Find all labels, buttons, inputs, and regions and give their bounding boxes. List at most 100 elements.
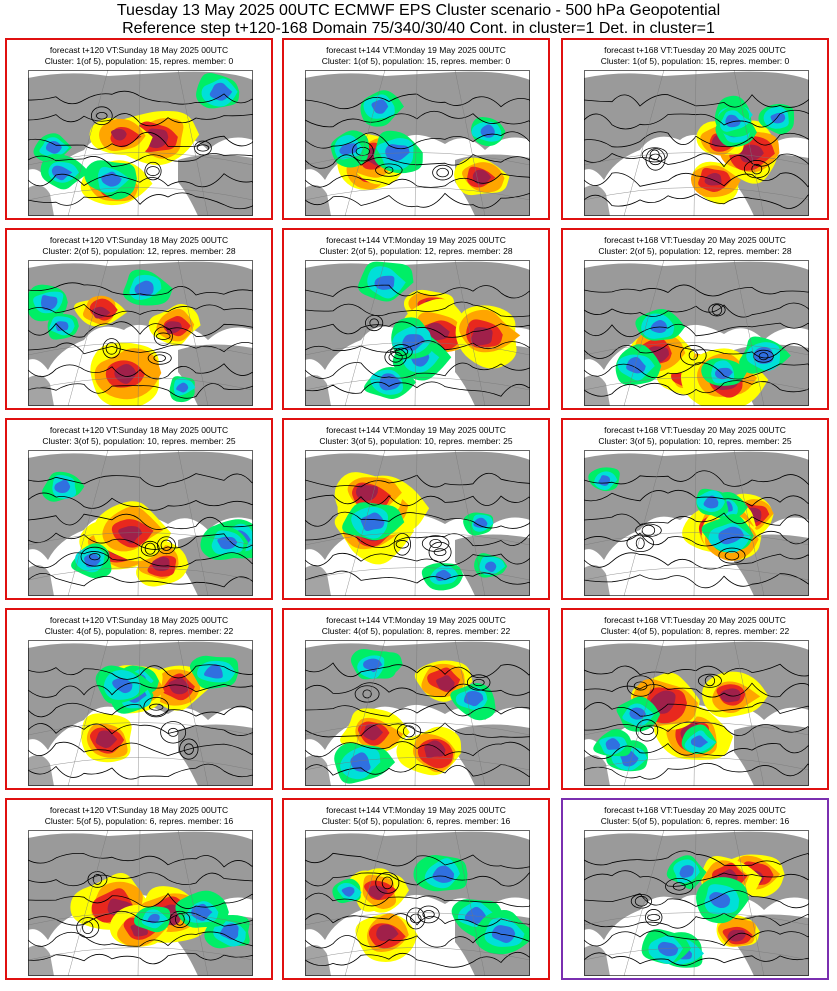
cluster-panel[interactable]: forecast t+120 VT:Sunday 18 May 2025 00U… [5,798,273,980]
panel-cluster-line: Cluster: 2(of 5), population: 12, repres… [598,246,792,256]
anomaly-map [28,260,253,406]
geopotential-contours [305,284,530,397]
panel-forecast-line: forecast t+144 VT:Monday 19 May 2025 00U… [326,425,506,435]
cluster-panel[interactable]: forecast t+144 VT:Monday 19 May 2025 00U… [282,228,550,410]
graticule [28,70,253,216]
panel-cluster-line: Cluster: 1(of 5), population: 15, repres… [44,56,234,66]
graticule [584,640,809,786]
anomaly-map [305,450,530,596]
geopotential-contours [28,664,253,780]
map-canvas [584,450,809,596]
land-mass [28,261,253,406]
cluster-panel[interactable]: forecast t+168 VT:Tuesday 20 May 2025 00… [561,608,829,790]
anomaly-shading [588,467,774,561]
panel-forecast-line: forecast t+168 VT:Tuesday 20 May 2025 00… [604,235,786,245]
anomaly-map [28,640,253,786]
anomaly-map [584,830,809,976]
map-canvas [305,260,530,406]
panel-forecast-line: forecast t+120 VT:Sunday 18 May 2025 00U… [49,805,229,815]
anomaly-map [584,260,809,406]
anomaly-shading [28,269,201,406]
map-canvas [305,640,530,786]
map-canvas [28,70,253,216]
graticule [584,450,809,596]
panel-cluster-line: Cluster: 4(of 5), population: 8, repres.… [44,626,234,636]
panel-forecast-line: forecast t+144 VT:Monday 19 May 2025 00U… [326,45,506,55]
cluster-panel[interactable]: forecast t+144 VT:Monday 19 May 2025 00U… [282,608,550,790]
panel-cluster-line: Cluster: 2(of 5), population: 12, repres… [319,246,513,256]
anomaly-map [28,450,253,596]
map-canvas [584,640,809,786]
panel-cluster-line: Cluster: 3(of 5), population: 10, repres… [42,436,236,446]
cluster-panel[interactable]: forecast t+120 VT:Sunday 18 May 2025 00U… [5,228,273,410]
panel-forecast-line: forecast t+168 VT:Tuesday 20 May 2025 00… [604,425,786,435]
cluster-panel[interactable]: forecast t+168 VT:Tuesday 20 May 2025 00… [561,38,829,220]
cluster-panel[interactable]: forecast t+144 VT:Monday 19 May 2025 00U… [282,418,550,600]
panel-forecast-line: forecast t+120 VT:Sunday 18 May 2025 00U… [49,425,229,435]
map-canvas [305,830,530,976]
map-canvas [305,70,530,216]
panel-cluster-line: Cluster: 5(of 5), population: 6, repres.… [44,816,234,826]
graticule [584,260,809,406]
anomaly-shading [615,309,791,406]
map-canvas [305,450,530,596]
panel-cluster-line: Cluster: 2(of 5), population: 12, repres… [42,246,236,256]
panel-cluster-line: Cluster: 4(of 5), population: 8, repres.… [321,626,511,636]
page-subtitle: Reference step t+120-168 Domain 75/340/3… [122,20,715,37]
anomaly-map [305,830,530,976]
graticule [305,640,530,786]
graticule [584,70,809,216]
cluster-panel[interactable]: forecast t+144 VT:Monday 19 May 2025 00U… [282,38,550,220]
graticule [28,640,253,786]
panel-cluster-line: Cluster: 5(of 5), population: 6, repres.… [321,816,511,826]
graticule [305,450,530,596]
anomaly-shading [641,854,785,968]
cluster-panel[interactable]: forecast t+168 VT:Tuesday 20 May 2025 00… [561,798,829,980]
graticule [305,830,530,976]
panel-cluster-line: Cluster: 3(of 5), population: 10, repres… [319,436,513,446]
graticule [305,260,530,406]
panel-forecast-line: forecast t+168 VT:Tuesday 20 May 2025 00… [604,805,786,815]
cluster-panel[interactable]: forecast t+168 VT:Tuesday 20 May 2025 00… [561,228,829,410]
anomaly-shading [42,471,253,587]
panel-cluster-line: Cluster: 3(of 5), population: 10, repres… [598,436,792,446]
anomaly-map [584,640,809,786]
map-canvas [584,70,809,216]
cluster-panel[interactable]: forecast t+120 VT:Sunday 18 May 2025 00U… [5,608,273,790]
geopotential-contours [305,472,530,585]
map-canvas [28,450,253,596]
anomaly-shading [334,472,508,591]
geopotential-contours [305,662,530,778]
graticule [28,450,253,596]
geopotential-contours [28,282,253,399]
cluster-panel[interactable]: forecast t+120 VT:Sunday 18 May 2025 00U… [5,38,273,220]
graticule [28,260,253,406]
cluster-panel[interactable]: forecast t+168 VT:Tuesday 20 May 2025 00… [561,418,829,600]
anomaly-map [305,70,530,216]
panel-forecast-line: forecast t+120 VT:Sunday 18 May 2025 00U… [49,45,229,55]
anomaly-map [584,70,809,216]
anomaly-map [28,70,253,216]
panel-cluster-line: Cluster: 4(of 5), population: 8, repres.… [600,626,790,636]
geopotential-contours [305,852,530,968]
map-canvas [28,830,253,976]
panel-forecast-line: forecast t+144 VT:Monday 19 May 2025 00U… [326,615,506,625]
graticule [584,830,809,976]
panel-forecast-line: forecast t+120 VT:Sunday 18 May 2025 00U… [49,235,229,245]
map-canvas [584,260,809,406]
geopotential-contours [28,90,253,210]
land-mass [584,451,809,596]
graticule [305,70,530,216]
anomaly-map [305,640,530,786]
panel-forecast-line: forecast t+168 VT:Tuesday 20 May 2025 00… [604,615,786,625]
cluster-panel[interactable]: forecast t+120 VT:Sunday 18 May 2025 00U… [5,418,273,600]
map-canvas [28,260,253,406]
panel-forecast-line: forecast t+144 VT:Monday 19 May 2025 00U… [326,235,506,245]
panel-cluster-line: Cluster: 1(of 5), population: 15, repres… [600,56,790,66]
anomaly-map [584,450,809,596]
geopotential-contours [584,94,809,209]
panel-cluster-line: Cluster: 5(of 5), population: 6, repres.… [600,816,790,826]
cluster-panel[interactable]: forecast t+144 VT:Monday 19 May 2025 00U… [282,798,550,980]
panel-forecast-line: forecast t+168 VT:Tuesday 20 May 2025 00… [604,45,786,55]
geopotential-contours [28,473,253,588]
